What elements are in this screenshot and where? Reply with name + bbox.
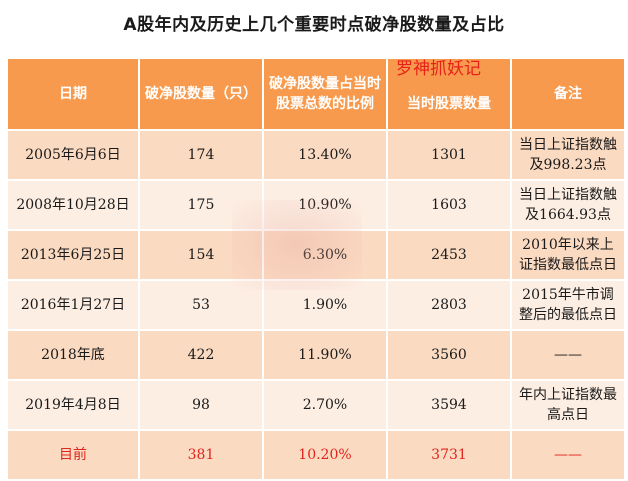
header-count: 破净股数量（只） — [138, 57, 264, 131]
table-row: 2013年6月25日 154 6.30% 2453 2010年以来上证指数最低点… — [6, 229, 626, 281]
cell-ratio: 13.40% — [262, 129, 388, 181]
header-total-label: 当时股票数量 — [407, 96, 491, 112]
header-total: 罗神抓妖记 当时股票数量 — [386, 57, 512, 131]
cell-ratio: 10.20% — [262, 429, 388, 481]
cell-note: 2010年以来上证指数最低点日 — [510, 229, 626, 281]
cell-note: —— — [510, 329, 626, 381]
cell-total: 2803 — [386, 279, 512, 331]
cell-date: 2019年4月8日 — [6, 379, 140, 431]
table-row: 2005年6月6日 174 13.40% 1301 当日上证指数触及998.23… — [6, 129, 626, 181]
table-row: 2008年10月28日 175 10.90% 1603 当日上证指数触及1664… — [6, 179, 626, 231]
table-row-current: 目前 381 10.20% 3731 —— — [6, 429, 626, 481]
cell-total: 3560 — [386, 329, 512, 381]
table-row: 2019年4月8日 98 2.70% 3594 年内上证指数最高点日 — [6, 379, 626, 431]
cell-date: 2008年10月28日 — [6, 179, 140, 231]
cell-ratio: 6.30% — [262, 229, 388, 281]
cell-date: 2005年6月6日 — [6, 129, 140, 181]
page-title: A股年内及历史上几个重要时点破净股数量及占比 — [123, 15, 505, 35]
cell-date: 2013年6月25日 — [6, 229, 140, 281]
cell-note: —— — [510, 429, 626, 481]
cell-count: 174 — [138, 129, 264, 181]
cell-total: 1603 — [386, 179, 512, 231]
cell-date: 2016年1月27日 — [6, 279, 140, 331]
cell-total: 3731 — [386, 429, 512, 481]
cell-date: 2018年底 — [6, 329, 140, 381]
header-ratio: 破净股数量占当时股票总数的比例 — [262, 57, 388, 131]
table-row: 2016年1月27日 53 1.90% 2803 2015年牛市调整后的最低点日 — [6, 279, 626, 331]
data-table: 日期 破净股数量（只） 破净股数量占当时股票总数的比例 罗神抓妖记 当时股票数量… — [6, 57, 626, 481]
cell-ratio: 11.90% — [262, 329, 388, 381]
cell-date: 目前 — [6, 429, 140, 481]
cell-count: 98 — [138, 379, 264, 431]
header-date: 日期 — [6, 57, 140, 131]
table-row: 2018年底 422 11.90% 3560 —— — [6, 329, 626, 381]
cell-count: 53 — [138, 279, 264, 331]
cell-count: 175 — [138, 179, 264, 231]
cell-note: 年内上证指数最高点日 — [510, 379, 626, 431]
cell-total: 2453 — [386, 229, 512, 281]
cell-ratio: 1.90% — [262, 279, 388, 331]
watermark-text: 罗神抓妖记 — [396, 59, 481, 79]
cell-total: 3594 — [386, 379, 512, 431]
cell-ratio: 2.70% — [262, 379, 388, 431]
cell-note: 当日上证指数触及1664.93点 — [510, 179, 626, 231]
cell-count: 154 — [138, 229, 264, 281]
cell-count: 422 — [138, 329, 264, 381]
cell-ratio: 10.90% — [262, 179, 388, 231]
header-row: 日期 破净股数量（只） 破净股数量占当时股票总数的比例 罗神抓妖记 当时股票数量… — [6, 57, 626, 131]
cell-count: 381 — [138, 429, 264, 481]
cell-note: 当日上证指数触及998.23点 — [510, 129, 626, 181]
cell-total: 1301 — [386, 129, 512, 181]
cell-note: 2015年牛市调整后的最低点日 — [510, 279, 626, 331]
header-note: 备注 — [510, 57, 626, 131]
